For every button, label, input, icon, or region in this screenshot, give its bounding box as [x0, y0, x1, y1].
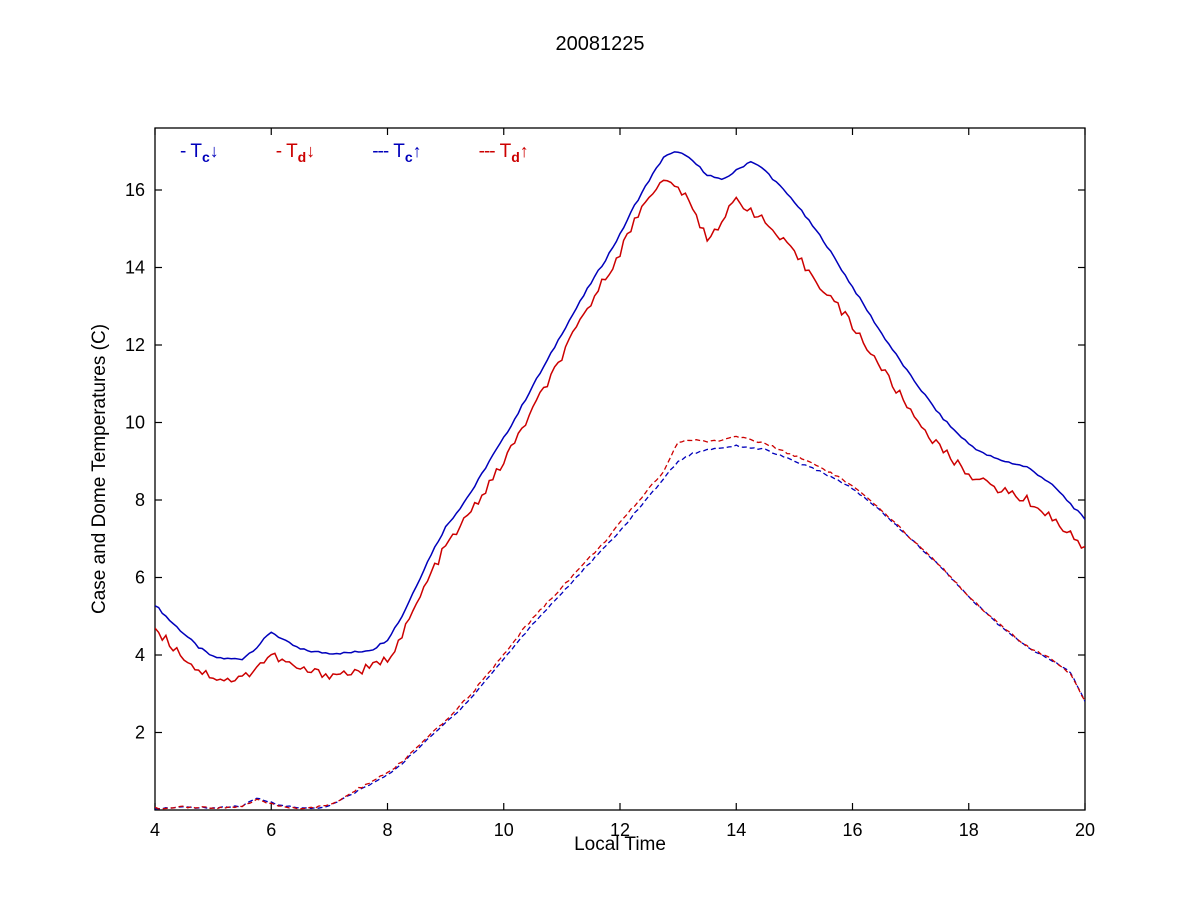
legend-arrow-icon: ↑: [412, 141, 422, 161]
y-tick-label: 4: [135, 645, 145, 665]
y-tick-label: 10: [125, 413, 145, 433]
chart-title: 20081225: [555, 33, 645, 55]
legend-line-sample: -: [180, 141, 186, 162]
series-line-tc-down: [155, 151, 1085, 661]
legend-subscript: d: [297, 148, 307, 165]
legend-arrow-icon: ↓: [306, 141, 316, 161]
legend-item-tc-up: --- Tc↑: [372, 141, 421, 165]
legend-arrow-icon: ↓: [209, 141, 219, 161]
legend-line-sample: ---: [372, 141, 389, 162]
legend-item-tc-down: - Tc↓: [180, 141, 219, 165]
y-axis-label: Case and Dome Temperatures (C): [89, 323, 110, 615]
legend: - Tc↓ - Td↓ --- Tc↑ --- Td↑: [180, 141, 586, 165]
y-tick-label: 8: [135, 490, 145, 510]
x-tick-label: 6: [266, 820, 276, 840]
x-tick-label: 18: [959, 820, 979, 840]
legend-subscript: d: [511, 148, 520, 165]
legend-subscript: c: [201, 148, 210, 165]
y-tick-label: 6: [135, 568, 145, 588]
series-line-td-down: [155, 179, 1085, 683]
x-axis-label: Local Time: [574, 834, 666, 855]
legend-symbol: T: [286, 141, 298, 162]
x-tick-label: 14: [726, 820, 746, 840]
y-tick-label: 2: [135, 723, 145, 743]
series-line-tc-up: [155, 444, 1085, 810]
legend-subscript: c: [404, 148, 413, 165]
x-tick-label: 16: [842, 820, 862, 840]
legend-item-td-up: --- Td↑: [479, 141, 529, 165]
y-tick-label: 14: [125, 258, 145, 278]
legend-arrow-icon: ↑: [519, 141, 529, 161]
legend-symbol: T: [190, 141, 202, 162]
y-tick-label: 16: [125, 180, 145, 200]
legend-line-sample: ---: [478, 141, 496, 162]
legend-symbol: T: [393, 141, 405, 162]
axis-box: [154, 127, 1086, 811]
y-tick-label: 12: [125, 335, 145, 355]
legend-symbol: T: [499, 141, 512, 162]
legend-item-td-down: - Td↓: [276, 141, 316, 165]
x-tick-label: 4: [150, 820, 160, 840]
series-line-td-up: [155, 435, 1085, 810]
x-tick-label: 20: [1075, 820, 1095, 840]
x-tick-label: 12: [610, 820, 630, 840]
legend-line-sample: -: [275, 141, 282, 162]
x-tick-label: 8: [382, 820, 392, 840]
x-tick-label: 10: [494, 820, 514, 840]
